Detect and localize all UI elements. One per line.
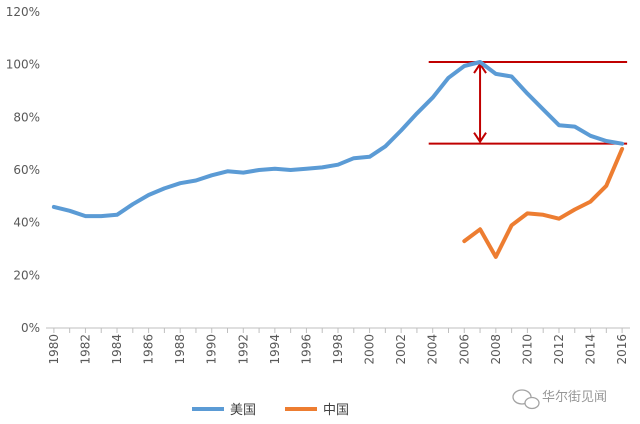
y-tick-label: 120%	[6, 5, 40, 19]
series-lines	[51, 60, 625, 259]
legend-label-china: 中国	[323, 403, 349, 418]
x-tick-label: 1994	[268, 334, 282, 365]
x-tick-label: 1992	[236, 334, 250, 365]
y-tick-label: 80%	[13, 110, 40, 124]
y-tick-label: 40%	[13, 216, 40, 230]
arrow-head-down-icon	[473, 132, 487, 144]
x-tick-label: 2014	[584, 334, 598, 365]
x-tick-label: 1980	[47, 334, 61, 365]
y-tick-label: 60%	[13, 163, 40, 177]
x-tick-label: 2006	[457, 334, 471, 365]
x-axis: 1980 1982 1984 1986 1988 1990 1992 1994 1996 1998…	[46, 327, 630, 365]
y-tick-label: 20%	[13, 268, 40, 282]
watermark-text: 华尔街见闻	[542, 390, 607, 405]
x-tick-label: 2004	[426, 334, 440, 365]
x-tick-label: 1996	[299, 334, 313, 365]
x-tick-label: 2002	[394, 334, 408, 365]
y-axis: 0% 20% 40% 60% 80% 100% 120%	[6, 5, 40, 335]
series-line-us	[51, 60, 625, 219]
x-tick-label: 1984	[110, 334, 124, 365]
x-tick-label: 1990	[205, 334, 219, 365]
legend: 美国 中国	[192, 403, 349, 418]
y-tick-label: 0%	[21, 321, 40, 335]
y-tick-label: 100%	[6, 58, 40, 72]
x-tick-label: 1998	[331, 334, 345, 365]
x-tick-label: 1986	[142, 334, 156, 365]
legend-label-us: 美国	[230, 403, 256, 418]
series-line-china	[462, 146, 625, 259]
x-tick-label: 2010	[520, 334, 534, 365]
x-tick-label: 1982	[78, 334, 92, 365]
x-tick-label: 1988	[173, 334, 187, 365]
x-tick-label: 2008	[489, 334, 503, 365]
x-tick-label: 2016	[615, 334, 629, 365]
x-tick-label: 2000	[363, 334, 377, 365]
annotation	[428, 61, 628, 145]
x-tick-label: 2012	[552, 334, 566, 365]
wechat-icon	[512, 389, 540, 410]
watermark: 华尔街见闻	[512, 389, 607, 410]
